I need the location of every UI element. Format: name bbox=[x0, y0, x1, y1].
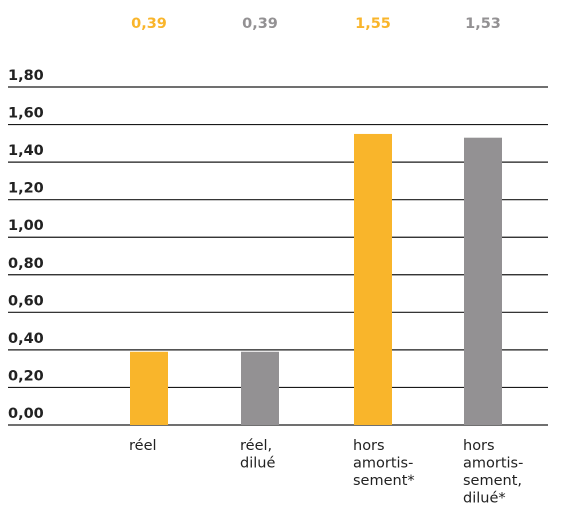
bars bbox=[130, 133, 502, 425]
y-tick-label: 1,80 bbox=[8, 68, 44, 84]
category-label: réel bbox=[129, 438, 157, 454]
value-label: 0,39 bbox=[131, 16, 167, 32]
bar bbox=[130, 351, 168, 425]
y-tick-label: 1,60 bbox=[8, 106, 44, 122]
category-label: réel, dilué bbox=[240, 438, 275, 472]
y-tick-label: 0,80 bbox=[8, 256, 44, 272]
y-tick-label: 1,40 bbox=[8, 143, 44, 159]
y-tick-label: 0,20 bbox=[8, 368, 44, 384]
value-labels: 0,39 0,39 1,55 1,53 bbox=[131, 16, 501, 32]
y-tick-label: 1,20 bbox=[8, 181, 44, 197]
y-tick-label: 0,00 bbox=[8, 406, 44, 422]
category-labels: réel réel, dilué hors amortis-sement* hors amo… bbox=[129, 438, 523, 507]
bar bbox=[354, 133, 392, 425]
bar bbox=[464, 137, 502, 425]
y-tick-label: 0,60 bbox=[8, 293, 44, 309]
value-label: 0,39 bbox=[242, 16, 278, 32]
category-label: hors amortis-sement, dilué* bbox=[463, 438, 523, 507]
value-label: 1,55 bbox=[355, 16, 391, 32]
y-tick-labels: 0,00 0,20 0,40 0,60 0,80 1,00 1,20 1,40 1,60 1,80 bbox=[8, 68, 44, 422]
bar bbox=[241, 351, 279, 425]
category-label: hors amortis-sement* bbox=[353, 438, 415, 489]
y-tick-label: 0,40 bbox=[8, 331, 44, 347]
gridlines bbox=[8, 86, 548, 426]
y-tick-label: 1,00 bbox=[8, 218, 44, 234]
value-label: 1,53 bbox=[465, 16, 501, 32]
